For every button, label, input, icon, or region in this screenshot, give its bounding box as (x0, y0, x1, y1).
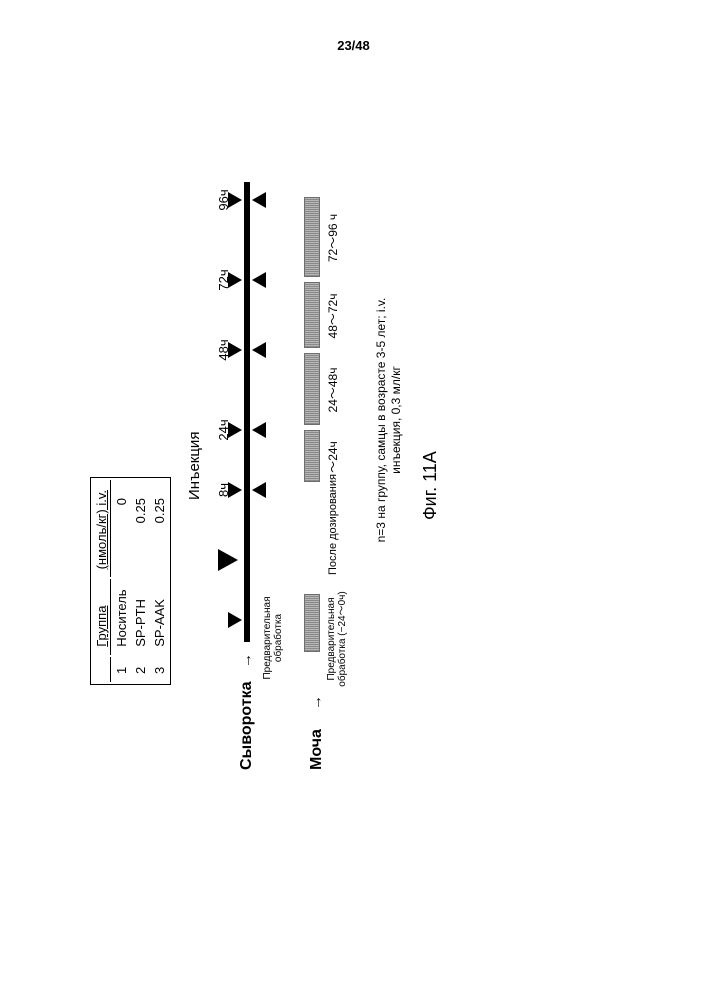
figure-label: Фиг. 11A (420, 451, 441, 520)
group-table-header-dose: (нмоль/кг) i.v. (93, 480, 111, 577)
serum-arrow-icon: → (238, 653, 255, 668)
urine-interval-bar (304, 282, 320, 348)
timeline-tick-label: 72ч (216, 260, 231, 300)
timeline-tick-label: 48ч (216, 330, 231, 370)
table-row: 3 SP-AAK 0.25 (151, 480, 168, 682)
injection-label: Инъекция (186, 432, 203, 500)
urine-interval-label: 48～72ч (324, 284, 341, 348)
timeline-arrow-down-icon (228, 612, 242, 628)
serum-label: Сыворотка (238, 681, 256, 770)
footnote: n=3 на группу, самцы в возрасте 3-5 лет;… (374, 270, 404, 570)
urine-label: Моча (308, 729, 326, 770)
timeline-arrow-down-icon (218, 549, 238, 571)
urine-interval-bar (304, 430, 320, 482)
timeline-arrow-up-icon (252, 272, 266, 288)
diagram-rotated: Группа (нмоль/кг) i.v. 1 Носитель 0 2 SP… (90, 160, 450, 770)
timeline-arrow-up-icon (252, 342, 266, 358)
timeline-tick-label: 24ч (216, 410, 231, 450)
urine-interval-bar (304, 197, 320, 277)
urine-interval-bar (304, 353, 320, 425)
timeline-tick-label: 96ч (216, 180, 231, 220)
figure-stage: Группа (нмоль/кг) i.v. 1 Носитель 0 2 SP… (0, 0, 707, 1000)
table-row: 1 Носитель 0 (113, 480, 130, 682)
pretreat-label-urine: Предварительная обработка (−24～0ч) (326, 584, 348, 694)
urine-interval-label: 24～48ч (324, 355, 341, 425)
urine-interval-bar (304, 594, 320, 652)
timeline-arrow-up-icon (252, 192, 266, 208)
urine-arrow-icon: → (308, 695, 325, 710)
postdose-label: После дозирования (327, 474, 339, 575)
timeline-axis (244, 182, 250, 642)
pretreat-label-top: Предварительная обработка (262, 588, 284, 688)
timeline-tick-label: 8ч (216, 470, 231, 510)
group-table: Группа (нмоль/кг) i.v. 1 Носитель 0 2 SP… (90, 477, 171, 685)
table-row: 2 SP-PTH 0.25 (132, 480, 149, 682)
group-table-header-group: Группа (93, 579, 111, 654)
timeline-arrow-up-icon (252, 422, 266, 438)
timeline-arrow-up-icon (252, 482, 266, 498)
urine-interval-label: 72～96 ч (324, 199, 341, 277)
